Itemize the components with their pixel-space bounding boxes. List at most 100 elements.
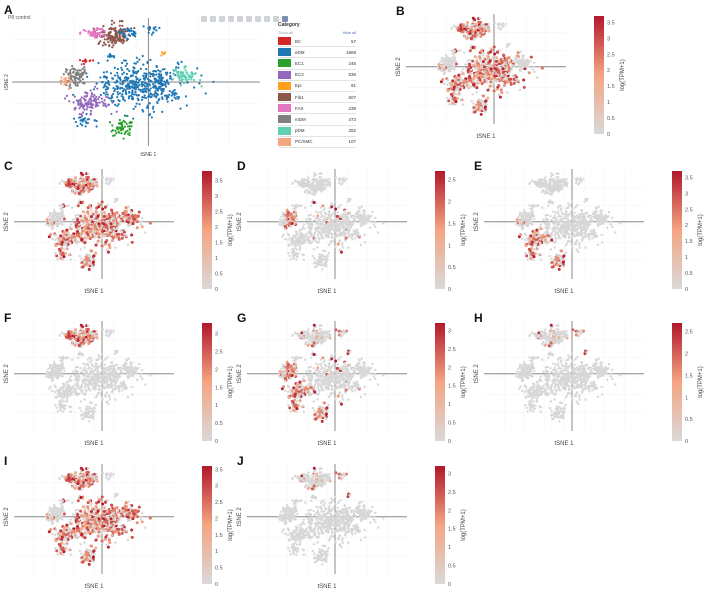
data-point: [468, 63, 471, 66]
data-point: [133, 62, 135, 64]
data-point: [447, 89, 450, 92]
data-point: [479, 18, 481, 20]
x-axis-label: tSNE 1: [84, 289, 104, 295]
data-point: [111, 101, 113, 103]
data-point: [82, 217, 84, 219]
data-point: [347, 232, 349, 234]
data-point: [65, 229, 68, 232]
data-point: [343, 223, 345, 225]
x-axis-label: tSNE 1: [317, 289, 337, 295]
data-point: [72, 218, 74, 220]
data-point: [90, 95, 92, 97]
y-axis-label: tSNE 2: [396, 57, 402, 77]
data-point: [111, 39, 113, 41]
data-point: [506, 79, 509, 82]
data-point: [310, 201, 312, 203]
data-point: [326, 180, 328, 182]
data-point: [107, 104, 109, 106]
data-point: [108, 28, 110, 30]
hide-all-link[interactable]: Hide all: [343, 30, 356, 35]
data-point: [450, 96, 452, 98]
data-point: [333, 211, 335, 213]
data-point: [475, 86, 478, 89]
data-point: [319, 189, 321, 191]
data-point: [91, 183, 94, 186]
data-point: [180, 84, 182, 86]
colorbar-tick-label: 1.5: [215, 240, 223, 246]
data-point: [62, 231, 65, 234]
data-point: [103, 41, 105, 43]
data-point: [96, 37, 98, 39]
data-point: [154, 70, 156, 72]
data-point: [95, 101, 97, 103]
data-point: [557, 234, 559, 236]
data-point: [282, 212, 284, 214]
data-point: [75, 81, 77, 83]
data-point: [178, 79, 180, 81]
data-point: [106, 87, 108, 89]
data-point: [610, 223, 612, 225]
data-point: [84, 30, 86, 32]
data-point: [113, 219, 116, 222]
data-point: [347, 220, 349, 222]
data-point: [157, 94, 159, 96]
data-point: [115, 132, 117, 134]
data-point: [72, 101, 74, 103]
data-point: [467, 25, 469, 27]
data-point: [567, 219, 569, 221]
data-point: [577, 234, 579, 236]
data-point: [347, 235, 349, 237]
data-point: [187, 74, 189, 76]
data-point: [290, 225, 292, 227]
data-point: [62, 255, 65, 258]
data-point: [148, 79, 150, 81]
data-point: [519, 70, 521, 72]
data-point: [295, 237, 297, 239]
data-point: [103, 30, 105, 32]
show-all-link[interactable]: Show all: [278, 30, 293, 35]
data-point: [313, 201, 316, 204]
data-point: [92, 104, 94, 106]
data-point: [93, 180, 95, 182]
data-point: [91, 179, 93, 181]
data-point: [450, 67, 452, 69]
data-point: [451, 53, 453, 55]
data-point: [611, 217, 613, 219]
data-point: [441, 57, 443, 59]
data-point: [98, 96, 100, 98]
data-point: [437, 68, 439, 70]
data-point: [288, 234, 290, 236]
data-point: [106, 36, 108, 38]
colorbar-tick-label: 3.5: [215, 178, 223, 184]
data-point: [318, 187, 320, 189]
data-point: [322, 179, 324, 181]
data-point: [188, 78, 190, 80]
data-point: [466, 37, 469, 40]
data-point: [486, 97, 489, 100]
data-point: [496, 51, 499, 54]
data-point: [190, 78, 192, 80]
data-point: [116, 111, 118, 113]
data-point: [565, 244, 567, 246]
data-point: [445, 54, 447, 56]
y-axis-label: tSNE 2: [4, 74, 10, 90]
data-point: [478, 55, 481, 58]
data-point: [180, 71, 182, 73]
data-point: [334, 208, 337, 211]
data-point: [112, 135, 114, 137]
data-point: [584, 235, 586, 237]
data-point: [154, 90, 156, 92]
data-point: [93, 100, 95, 102]
data-point: [571, 201, 573, 203]
